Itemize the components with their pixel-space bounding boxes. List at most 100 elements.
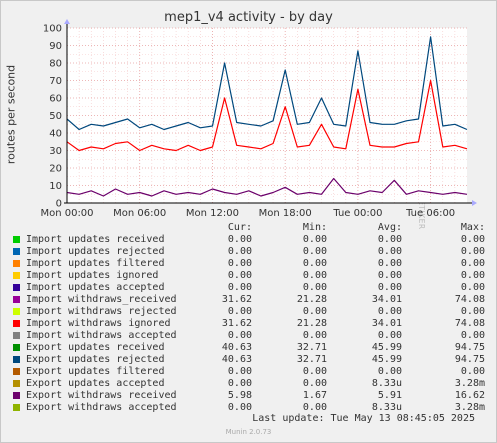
y-tick-label: 80 — [49, 59, 62, 70]
legend-avg-value: 0.00 — [377, 282, 402, 293]
y-tick-label: 50 — [49, 111, 62, 122]
legend-row: Import withdraws accepted 0.00 0.00 0.00 0.0… — [10, 330, 490, 342]
legend-min-value: 0.00 — [302, 402, 327, 413]
legend-header: Cur: Min: Avg: Max: — [10, 222, 490, 234]
legend-swatch — [13, 392, 20, 399]
legend-avg-value: 0.00 — [377, 306, 402, 317]
legend-row: Import updates filtered 0.00 0.00 0.00 0.00 — [10, 258, 490, 270]
legend-row: Export updates received 40.63 32.71 45.99 94… — [10, 342, 490, 354]
legend-cur-value: 31.62 — [221, 294, 252, 305]
legend-max-value: 94.75 — [454, 342, 485, 353]
legend-row: Export updates accepted 0.00 0.00 8.33u 3.28… — [10, 378, 490, 390]
legend-avg-value: 45.99 — [371, 342, 402, 353]
legend-label: Export updates filtered — [26, 366, 165, 377]
legend-avg-value: 45.99 — [371, 354, 402, 365]
legend-max-value: 0.00 — [460, 246, 485, 257]
y-tick-label: 40 — [49, 129, 62, 140]
y-tick-label: 20 — [49, 164, 62, 175]
legend-avg-value: 0.00 — [377, 246, 402, 257]
legend-label: Import updates rejected — [26, 246, 165, 257]
legend-avg-value: 5.91 — [377, 390, 402, 401]
legend-min-value: 0.00 — [302, 330, 327, 341]
legend-cur-value: 40.63 — [221, 354, 252, 365]
legend-max-value: 0.00 — [460, 282, 485, 293]
y-tick-label: 30 — [49, 146, 62, 157]
legend-cur-value: 0.00 — [227, 270, 252, 281]
legend-cur-value: 0.00 — [227, 378, 252, 389]
legend-row: Import updates ignored 0.00 0.00 0.00 0.00 — [10, 270, 490, 282]
x-tick-label: Mon 00:00 — [40, 208, 93, 219]
legend-label: Import updates ignored — [26, 270, 159, 281]
last-update: Last update: Tue May 13 08:45:05 2025 — [252, 413, 475, 424]
series-line — [66, 79, 468, 152]
legend-cur-value: 0.00 — [227, 306, 252, 317]
legend-max-value: 74.08 — [454, 318, 485, 329]
y-axis-arrow — [64, 19, 70, 24]
legend-swatch — [13, 308, 20, 315]
legend-avg-value: 0.00 — [377, 366, 402, 377]
legend-swatch — [13, 332, 20, 339]
legend-swatch — [13, 296, 20, 303]
legend-swatch — [13, 260, 20, 267]
legend-swatch — [13, 344, 20, 351]
y-tick-labels: 0 10 20 30 40 50 60 70 80 90 100 — [43, 24, 62, 210]
legend-max-value: 94.75 — [454, 354, 485, 365]
legend-row: Import withdraws_received 31.62 21.28 34.01… — [10, 294, 490, 306]
legend-swatch — [13, 284, 20, 291]
legend-swatch — [13, 320, 20, 327]
legend-max-value: 0.00 — [460, 306, 485, 317]
legend-max-value: 0.00 — [460, 258, 485, 269]
legend-label: Import updates received — [26, 234, 165, 245]
legend-max-value: 16.62 — [454, 390, 485, 401]
chart-area: 0 10 20 30 40 50 60 70 80 90 100 Mon 00:00 Mon 06:0… — [40, 19, 477, 219]
legend-avg-value: 0.00 — [377, 258, 402, 269]
y-tick-label: 60 — [49, 94, 62, 105]
legend-row: Import withdraws rejected 0.00 0.00 0.00 0.0… — [10, 306, 490, 318]
legend-label: Export updates received — [26, 342, 165, 353]
legend-max-value: 74.08 — [454, 294, 485, 305]
x-tick-label: Mon 06:00 — [113, 208, 166, 219]
legend-min-value: 0.00 — [302, 246, 327, 257]
y-tick-label: 70 — [49, 76, 62, 87]
legend-label: Import updates filtered — [26, 258, 165, 269]
legend-swatch — [13, 356, 20, 363]
legend-label: Export withdraws accepted — [26, 402, 177, 413]
legend-cur-value: 40.63 — [221, 342, 252, 353]
legend-cur-value: 31.62 — [221, 318, 252, 329]
legend-row: Export updates rejected 40.63 32.71 45.99 94… — [10, 354, 490, 366]
col-max-header: Max: — [460, 222, 485, 233]
munin-version-footer: Munin 2.0.73 — [225, 428, 272, 436]
legend-rows: Import updates received 0.00 0.00 0.00 0.00 I… — [10, 234, 490, 414]
legend-cur-value: 0.00 — [227, 330, 252, 341]
legend-min-value: 32.71 — [296, 342, 327, 353]
legend-min-value: 21.28 — [296, 294, 327, 305]
legend-row: Import updates received 0.00 0.00 0.00 0.00 — [10, 234, 490, 246]
x-tick-label: Mon 18:00 — [259, 208, 312, 219]
legend-min-value: 0.00 — [302, 378, 327, 389]
y-tick-label: 0 — [56, 199, 62, 210]
series-line — [66, 36, 468, 131]
legend-min-value: 0.00 — [302, 282, 327, 293]
legend-avg-value: 0.00 — [377, 330, 402, 341]
legend-row: Import updates rejected 0.00 0.00 0.00 0.00 — [10, 246, 490, 258]
legend-swatch — [13, 380, 20, 387]
y-tick-label: 10 — [49, 181, 62, 192]
legend-min-value: 1.67 — [302, 390, 327, 401]
legend-swatch — [13, 236, 20, 243]
legend-max-value: 3.28m — [454, 402, 485, 413]
legend-avg-value: 34.01 — [371, 318, 402, 329]
y-tick-label: 100 — [43, 24, 62, 35]
legend-avg-value: 0.00 — [377, 234, 402, 245]
legend-max-value: 0.00 — [460, 270, 485, 281]
x-tick-label: Tue 06:00 — [405, 208, 455, 219]
legend-max-value: 0.00 — [460, 330, 485, 341]
x-axis-arrow — [472, 200, 477, 206]
legend-avg-value: 0.00 — [377, 270, 402, 281]
legend-cur-value: 0.00 — [227, 366, 252, 377]
legend-swatch — [13, 248, 20, 255]
legend-max-value: 0.00 — [460, 234, 485, 245]
legend-row: Export updates filtered 0.00 0.00 0.00 0.00 — [10, 366, 490, 378]
x-tick-labels: Mon 00:00 Mon 06:00 Mon 12:00 Mon 18:00 Tue … — [40, 208, 455, 219]
legend-min-value: 0.00 — [302, 270, 327, 281]
legend-swatch — [13, 404, 20, 411]
